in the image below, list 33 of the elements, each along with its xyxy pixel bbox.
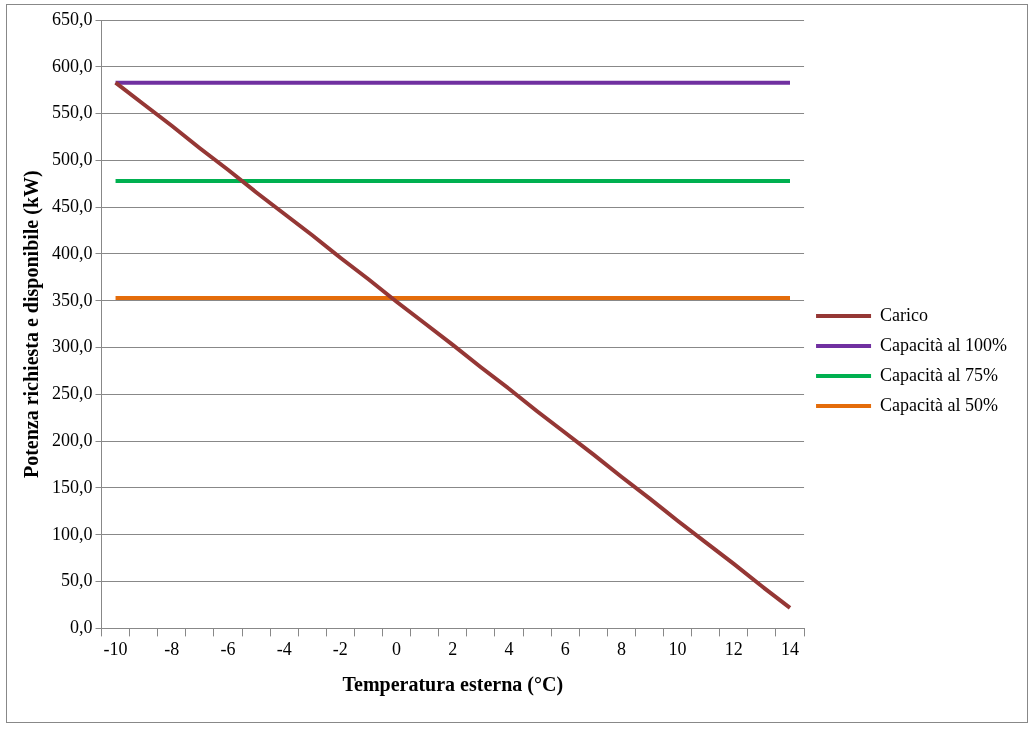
y-tick-label: 400,0 xyxy=(52,242,93,263)
x-tick-label: 12 xyxy=(724,638,743,659)
y-tick-label: 550,0 xyxy=(52,102,93,123)
legend-label: Capacità al 50% xyxy=(880,394,999,415)
x-tick-label: -4 xyxy=(276,638,292,659)
y-tick-label: 500,0 xyxy=(52,149,93,170)
y-tick-label: 650,0 xyxy=(52,8,93,29)
legend-label: Capacità al 75% xyxy=(880,364,999,385)
y-tick-label: 450,0 xyxy=(52,195,93,216)
x-tick-label: -8 xyxy=(164,638,180,659)
y-tick-label: 200,0 xyxy=(52,429,93,450)
x-tick-label: 8 xyxy=(616,638,626,659)
x-tick-label: 4 xyxy=(504,638,514,659)
legend-label: Carico xyxy=(880,304,929,325)
y-tick-label: 250,0 xyxy=(52,383,93,404)
y-axis-title: Potenza richiesta e disponibile (kW) xyxy=(20,170,44,479)
y-tick-label: 150,0 xyxy=(52,476,93,497)
legend-label: Capacità al 100% xyxy=(880,334,1008,355)
x-tick-label: 14 xyxy=(781,638,799,659)
x-tick-label: 0 xyxy=(392,638,402,659)
y-tick-label: 300,0 xyxy=(52,336,93,357)
x-tick-label: -6 xyxy=(220,638,236,659)
x-axis-title: Temperatura esterna (°C) xyxy=(342,673,564,697)
x-tick-label: 10 xyxy=(668,638,687,659)
y-tick-label: 350,0 xyxy=(52,289,93,310)
y-tick-label: 0,0 xyxy=(70,617,93,638)
x-tick-label: -2 xyxy=(332,638,348,659)
x-tick-label: 2 xyxy=(448,638,458,659)
y-tick-label: 100,0 xyxy=(52,523,93,544)
y-tick-label: 600,0 xyxy=(52,55,93,76)
x-tick-label: -10 xyxy=(103,638,128,659)
x-tick-label: 6 xyxy=(560,638,570,659)
y-tick-label: 50,0 xyxy=(61,570,93,591)
